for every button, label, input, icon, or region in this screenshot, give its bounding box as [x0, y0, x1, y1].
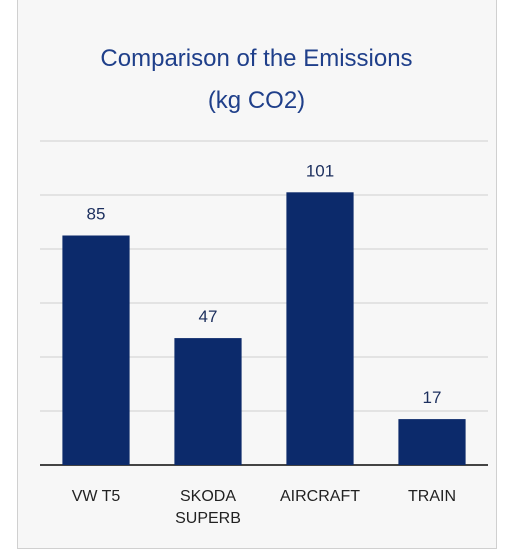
bar: [62, 235, 130, 465]
bar: [286, 192, 354, 466]
x-tick-label: VW T5: [71, 488, 121, 505]
value-label: 47: [199, 307, 218, 326]
x-tick-label: AIRCRAFT: [280, 488, 360, 505]
x-tick-label: TRAIN: [408, 488, 456, 505]
value-label: 85: [87, 205, 106, 224]
bar: [398, 419, 466, 465]
value-label: 17: [423, 388, 442, 407]
chart-title: Comparison of the Emissions (kg CO2): [100, 45, 413, 114]
value-label: 101: [306, 161, 334, 180]
x-tick-label: SKODA SUPERB: [175, 488, 241, 527]
bar: [174, 338, 242, 465]
